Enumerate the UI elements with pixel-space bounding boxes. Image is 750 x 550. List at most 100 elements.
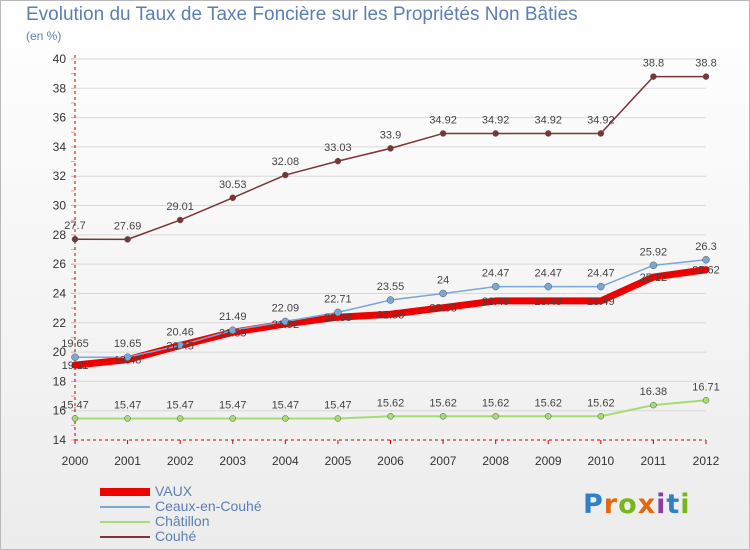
- legend-label: Châtillon: [155, 513, 210, 529]
- data-point-chatillon: [702, 397, 710, 404]
- data-point-couhe: [124, 236, 131, 243]
- x-tick-label: 2001: [114, 454, 141, 468]
- legend-item-chatillon: Châtillon: [100, 514, 360, 529]
- data-label-couhe: 38.8: [695, 58, 716, 70]
- legend-swatch: [100, 488, 150, 496]
- x-tick-label: 2000: [62, 454, 89, 468]
- data-label-chatillon: 15.62: [587, 397, 615, 409]
- data-label-couhe: 33.9: [380, 129, 401, 141]
- legend-swatch: [100, 506, 150, 508]
- data-label-ceaux-en-couhe: 21.49: [219, 311, 247, 323]
- data-label-chatillon: 16.71: [692, 381, 720, 393]
- chart-title: Evolution du Taux de Taxe Foncière sur l…: [26, 4, 578, 25]
- data-label-chatillon: 15.47: [219, 399, 247, 411]
- data-label-chatillon: 15.62: [534, 397, 562, 409]
- x-tick-label: 2005: [325, 454, 352, 468]
- x-tick-label: 2003: [219, 454, 246, 468]
- data-point-ceaux-en-couhe: [123, 353, 132, 361]
- data-point-ceaux-en-couhe: [71, 353, 79, 361]
- logo-letter: P: [583, 489, 604, 520]
- data-label-vaux: 23.49: [482, 296, 510, 308]
- data-point-ceaux-en-couhe: [229, 326, 237, 334]
- data-label-chatillon: 15.62: [482, 397, 510, 409]
- data-point-ceaux-en-couhe: [386, 296, 395, 304]
- data-point-ceaux-en-couhe: [439, 289, 447, 298]
- y-tick-label: 24: [53, 286, 67, 300]
- data-label-couhe: 27.69: [114, 220, 142, 232]
- y-tick-label: 32: [53, 169, 67, 183]
- legend-label: VAUX: [155, 483, 193, 499]
- data-label-ceaux-en-couhe: 24.47: [587, 268, 615, 280]
- logo-letter: o: [618, 489, 638, 520]
- y-tick-label: 28: [53, 228, 67, 242]
- data-label-vaux: 23.03: [429, 303, 457, 315]
- data-label-couhe: 27.7: [64, 220, 85, 232]
- data-label-couhe: 34.92: [429, 114, 457, 126]
- y-tick-label: 36: [53, 111, 67, 125]
- data-point-ceaux-en-couhe: [702, 256, 710, 264]
- y-tick-label: 22: [53, 316, 67, 330]
- data-label-chatillon: 15.62: [429, 397, 457, 409]
- x-tick-label: 2012: [693, 454, 720, 468]
- logo-letter: x: [637, 489, 657, 520]
- logo-letter: r: [603, 489, 619, 520]
- data-label-vaux: 19.11: [62, 360, 89, 372]
- data-label-couhe: 33.03: [324, 142, 352, 154]
- data-point-chatillon: [282, 415, 289, 422]
- data-point-ceaux-en-couhe: [544, 282, 552, 291]
- legend-label: Ceaux-en-Couhé: [155, 498, 262, 514]
- data-point-couhe: [702, 73, 710, 80]
- x-tick-label: 2009: [535, 454, 562, 468]
- data-label-ceaux-en-couhe: 22.71: [324, 293, 352, 305]
- data-point-couhe: [282, 171, 289, 179]
- data-point-chatillon: [545, 413, 552, 420]
- x-tick-label: 2004: [272, 454, 299, 468]
- data-label-couhe: 32.08: [272, 156, 300, 168]
- data-point-chatillon: [229, 415, 236, 422]
- data-label-chatillon: 15.47: [166, 399, 194, 411]
- y-tick-label: 38: [53, 81, 67, 95]
- data-label-ceaux-en-couhe: 22.09: [272, 302, 300, 314]
- y-tick-label: 34: [53, 140, 67, 154]
- series-line-couhe: [74, 75, 707, 241]
- data-point-chatillon: [334, 415, 342, 422]
- legend: VAUX Ceaux-en-Couhé Châtillon Couhé: [100, 484, 360, 544]
- data-point-chatillon: [492, 413, 499, 420]
- data-point-chatillon: [650, 401, 657, 409]
- data-point-chatillon: [124, 415, 131, 422]
- chart-subtitle: (en %): [26, 29, 62, 43]
- data-point-ceaux-en-couhe: [281, 317, 290, 326]
- data-label-vaux: 25.62: [692, 265, 720, 277]
- logo-letter: i: [680, 489, 691, 520]
- y-tick-label: 30: [53, 199, 67, 213]
- data-point-couhe: [439, 130, 447, 137]
- data-label-chatillon: 15.47: [324, 399, 352, 411]
- legend-item-vaux: VAUX: [100, 484, 360, 499]
- legend-label: Couhé: [155, 528, 197, 544]
- data-label-ceaux-en-couhe: 25.92: [640, 246, 668, 258]
- data-label-vaux: 22.58: [377, 309, 405, 321]
- logo-letter: t: [666, 489, 681, 520]
- data-label-couhe: 34.92: [587, 114, 615, 126]
- data-point-couhe: [650, 73, 657, 80]
- data-point-couhe: [545, 130, 552, 137]
- data-label-ceaux-en-couhe: 19.65: [114, 338, 142, 350]
- data-point-ceaux-en-couhe: [491, 282, 500, 291]
- data-label-vaux: 21.92: [272, 319, 300, 331]
- data-label-chatillon: 15.47: [272, 399, 300, 411]
- data-label-vaux: 21.35: [219, 327, 247, 339]
- x-tick-label: 2006: [377, 454, 404, 468]
- x-tick-label: 2008: [482, 454, 509, 468]
- data-point-ceaux-en-couhe: [597, 282, 605, 291]
- data-label-vaux: 20.45: [166, 340, 194, 352]
- data-label-ceaux-en-couhe: 19.65: [61, 338, 89, 350]
- y-tick-label: 14: [53, 433, 67, 447]
- y-tick-label: 16: [53, 404, 67, 418]
- data-point-chatillon: [71, 415, 79, 422]
- data-label-vaux: 22.38: [324, 312, 352, 324]
- data-point-couhe: [176, 216, 184, 224]
- data-point-chatillon: [439, 413, 447, 420]
- y-tick-label: 20: [53, 345, 67, 359]
- data-label-vaux: 19.48: [114, 355, 142, 367]
